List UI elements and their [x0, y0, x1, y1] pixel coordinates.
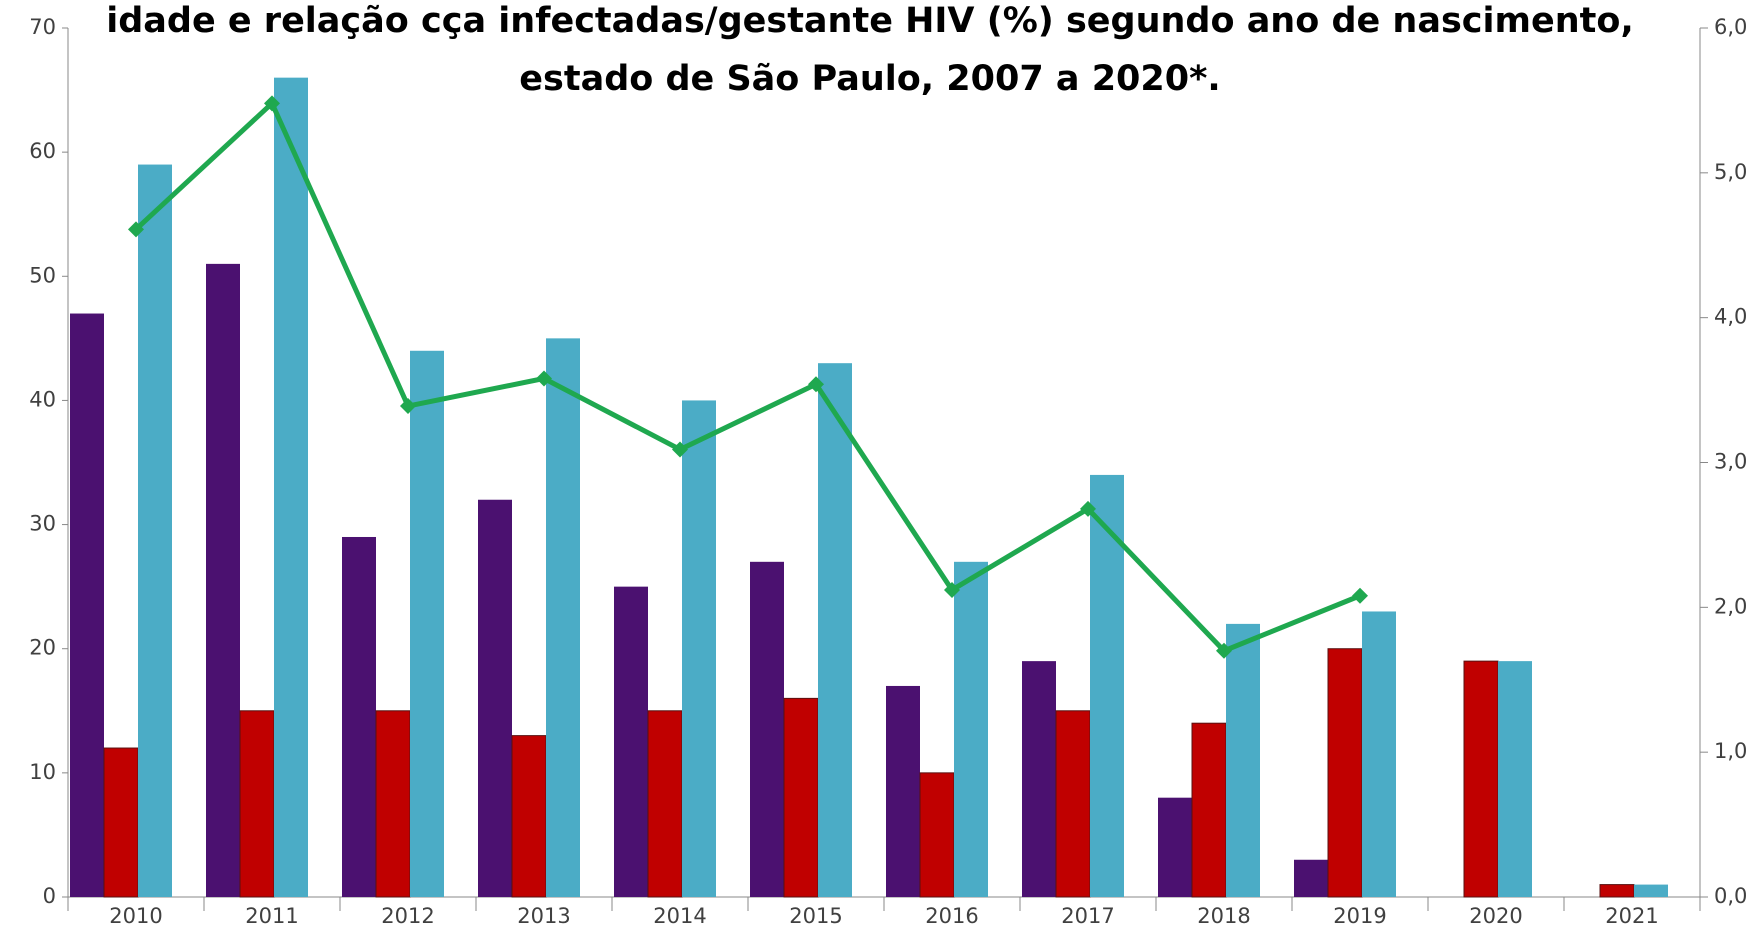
bar	[1634, 884, 1668, 897]
bar	[1463, 660, 1499, 898]
bar	[342, 536, 376, 897]
bar	[750, 561, 784, 897]
y2-tick-label: 5,0	[1714, 160, 1747, 184]
line-marker	[264, 95, 280, 112]
bar	[1158, 797, 1192, 897]
bar	[375, 710, 411, 898]
y-tick-label: 70	[29, 15, 56, 39]
bar	[614, 586, 648, 897]
line-marker	[1216, 642, 1232, 659]
bar	[1055, 710, 1091, 898]
bar	[1294, 859, 1328, 897]
bar	[274, 77, 308, 897]
line-marker	[672, 441, 688, 458]
bar	[1191, 722, 1227, 898]
line	[134, 100, 1361, 654]
bar	[919, 772, 955, 898]
y-tick-label: 20	[29, 636, 56, 660]
bar	[818, 363, 852, 898]
line-marker	[400, 398, 416, 415]
y2-tick-label: 1,0	[1714, 739, 1747, 763]
y2-tick-label: 4,0	[1714, 305, 1747, 329]
y-tick-label: 60	[29, 139, 56, 163]
x-tick-label: 2016	[925, 904, 978, 927]
bar	[103, 747, 139, 898]
x-tick-label: 2020	[1469, 904, 1522, 927]
line-marker	[536, 370, 552, 387]
y-tick-label: 30	[29, 512, 56, 536]
bar	[511, 735, 547, 898]
bar	[239, 710, 275, 898]
chart-title: estado de São Paulo, 2007 a 2020*.	[519, 59, 1220, 99]
x-tick-label: 2010	[109, 904, 162, 927]
line-marker	[128, 221, 144, 238]
bar	[410, 350, 444, 897]
x-tick-label: 2018	[1197, 904, 1250, 927]
x-tick-label: 2013	[517, 904, 570, 927]
bar	[886, 685, 920, 897]
line-marker	[1352, 587, 1368, 604]
bar	[1327, 648, 1363, 898]
line-marker	[808, 376, 824, 393]
chart-title: idade e relação cça infectadas/gestante …	[106, 1, 1634, 41]
bar	[546, 338, 580, 897]
y-tick-label: 10	[29, 760, 56, 784]
y2-tick-label: 3,0	[1714, 450, 1747, 474]
bar	[954, 561, 988, 897]
bar	[1022, 661, 1056, 897]
line-marker	[1080, 500, 1096, 517]
bar	[647, 710, 683, 898]
x-tick-label: 2021	[1605, 904, 1658, 927]
bar	[70, 313, 104, 897]
bar	[1498, 661, 1532, 897]
bar	[478, 499, 512, 897]
x-tick-label: 2014	[653, 904, 706, 927]
x-tick-label: 2011	[245, 904, 298, 927]
bar	[682, 400, 716, 897]
bar	[1362, 611, 1396, 897]
y-tick-label: 40	[29, 387, 56, 411]
bar	[1090, 474, 1124, 897]
bar	[138, 164, 172, 898]
y2-tick-label: 6,0	[1714, 15, 1747, 39]
x-tick-label: 2015	[789, 904, 842, 927]
bar	[206, 263, 240, 897]
y2-tick-label: 0,0	[1714, 884, 1747, 908]
x-tick-label: 2012	[381, 904, 434, 927]
bar	[1226, 623, 1260, 897]
x-tick-label: 2019	[1333, 904, 1386, 927]
line-marker	[944, 581, 960, 598]
y-tick-label: 0	[43, 884, 56, 908]
y-tick-label: 50	[29, 263, 56, 287]
y2-tick-label: 2,0	[1714, 594, 1747, 618]
x-tick-label: 2017	[1061, 904, 1114, 927]
bar	[1599, 884, 1635, 898]
bar	[783, 697, 819, 898]
